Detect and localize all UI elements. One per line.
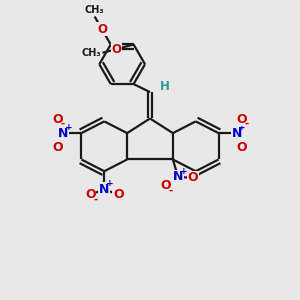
Text: N: N xyxy=(173,170,183,183)
Text: N: N xyxy=(232,127,242,140)
Text: -: - xyxy=(93,195,97,205)
Text: -: - xyxy=(245,119,249,129)
Text: +: + xyxy=(106,179,114,188)
Text: +: + xyxy=(65,123,73,132)
Text: -: - xyxy=(169,186,173,196)
Text: N: N xyxy=(58,127,68,140)
Text: O: O xyxy=(112,43,122,56)
Text: CH₃: CH₃ xyxy=(81,48,101,58)
Text: O: O xyxy=(188,171,198,184)
Text: O: O xyxy=(237,141,247,154)
Text: O: O xyxy=(53,112,63,126)
Text: H: H xyxy=(160,80,170,93)
Text: O: O xyxy=(85,188,95,201)
Text: N: N xyxy=(99,183,110,196)
Text: O: O xyxy=(161,179,171,193)
Text: -: - xyxy=(61,119,65,129)
Text: +: + xyxy=(238,123,246,132)
Text: O: O xyxy=(237,112,247,126)
Text: O: O xyxy=(53,141,63,154)
Text: O: O xyxy=(97,23,107,36)
Text: CH₃: CH₃ xyxy=(85,5,104,15)
Text: +: + xyxy=(180,167,188,176)
Text: O: O xyxy=(113,188,124,201)
